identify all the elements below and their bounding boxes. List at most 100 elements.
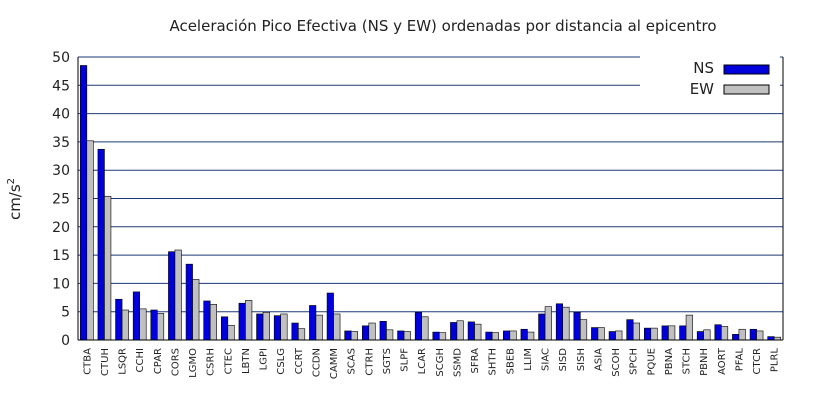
bar-ew-ccrt — [298, 328, 306, 341]
bar-ns-slpf — [397, 330, 405, 341]
bar-ew-pbnh — [703, 329, 711, 341]
x-tick-label: PBNA — [664, 348, 675, 375]
x-tick-labels: CTBA CTUH LSQR CCHI CPAR CORS LGMO CSRH CTEC LBTN… — [82, 347, 780, 379]
bar-ns-ctec — [221, 316, 229, 341]
x-tick-label: SSMD — [452, 348, 463, 377]
y-tick-label: 10 — [52, 276, 70, 292]
bar-ew-cors — [174, 249, 182, 341]
bar-ew-ctcr — [756, 330, 764, 341]
x-tick-label: CCHI — [135, 348, 146, 372]
x-tick-label: CTUH — [100, 348, 111, 376]
bar-ew-lgmo — [192, 279, 200, 341]
bar-ns-plrl — [767, 336, 775, 341]
bar-ns-camm — [326, 292, 334, 341]
bars — [80, 65, 781, 341]
legend-label-ns: NS — [693, 59, 714, 77]
x-tick-label: LGPI — [259, 348, 270, 370]
bar-ew-asia — [597, 327, 605, 341]
bar-ns-ccdn — [309, 305, 317, 341]
bar-ns-shth — [485, 331, 493, 341]
x-tick-label: LSQR — [118, 348, 129, 375]
bar-ew-siac — [544, 306, 552, 341]
x-tick-label: CCDN — [311, 348, 322, 377]
y-axis-label: cm/s2 — [6, 178, 24, 220]
x-tick-label: SBEB — [505, 348, 516, 375]
bar-ew-sish — [580, 319, 588, 341]
bar-ns-pbnh — [696, 331, 704, 341]
y-tick-label: 35 — [52, 135, 70, 151]
x-tick-label: CAMM — [329, 348, 340, 379]
y-tick-label: 30 — [52, 163, 70, 179]
x-tick-label: SHTH — [488, 348, 499, 376]
legend-swatch-ew — [723, 84, 770, 95]
bar-ew-stch — [685, 314, 693, 341]
bar-ew-scgh — [439, 332, 447, 341]
bar-ew-cpar — [157, 313, 165, 341]
x-tick-label: CSLG — [276, 348, 287, 375]
bar-ew-shth — [491, 332, 499, 341]
x-tick-label: CPAR — [153, 348, 164, 374]
bar-ew-ctec — [227, 324, 235, 341]
bar-ew-pbna — [668, 325, 676, 341]
x-tick-label: STCH — [682, 348, 693, 374]
bar-ns-sisd — [555, 303, 563, 341]
bar-ew-camm — [333, 313, 341, 341]
bar-ns-lsqr — [115, 298, 123, 341]
bar-ew-pfal — [738, 328, 746, 341]
bar-ew-sbeb — [509, 330, 517, 341]
legend-swatch-ns — [723, 64, 770, 75]
x-tick-label: CSRH — [206, 348, 217, 376]
bar-ew-sfra — [474, 323, 482, 341]
x-tick-label: SCGH — [435, 348, 446, 377]
x-tick-label: CORS — [170, 348, 181, 376]
x-tick-label: SFRA — [470, 348, 481, 374]
y-tick-labels: 0 5 10 15 20 25 30 35 40 45 50 — [52, 50, 70, 349]
x-tick-label: AORT — [717, 347, 728, 375]
bar-ns-aort — [714, 324, 722, 341]
bar-ew-lsqr — [121, 309, 129, 341]
x-tick-label: SIAC — [541, 348, 552, 371]
bar-ew-lgpi — [262, 311, 270, 341]
bar-ew-sisd — [562, 306, 570, 341]
x-tick-label: CTCR — [752, 348, 763, 374]
bar-ew-llim — [527, 331, 535, 341]
x-tick-label: PLRL — [770, 348, 781, 373]
bar-ew-sgts — [386, 329, 394, 341]
x-tick-label: SISH — [576, 348, 587, 371]
bar-ns-llim — [520, 328, 528, 341]
y-tick-label: 40 — [52, 107, 70, 123]
bar-ns-ctuh — [97, 148, 105, 341]
bar-ns-scgh — [432, 331, 440, 341]
bar-ns-pbna — [661, 325, 669, 341]
bar-ns-sbeb — [503, 330, 511, 341]
bar-ns-siac — [538, 313, 546, 341]
bar-ns-sgts — [379, 321, 387, 341]
bar-ns-asia — [591, 327, 599, 341]
bar-ns-scas — [344, 330, 352, 341]
y-tick-label: 20 — [52, 220, 70, 236]
bar-ns-sfra — [467, 321, 475, 341]
bar-ns-stch — [679, 325, 687, 341]
bar-ns-pque — [644, 327, 652, 341]
bar-ns-ctrh — [362, 325, 370, 341]
bar-ns-pfal — [732, 334, 740, 341]
bar-ew-scas — [350, 331, 358, 341]
axes — [77, 57, 784, 341]
x-tick-label: SCAS — [347, 348, 358, 375]
x-tick-label: SGTS — [382, 348, 393, 374]
bar-ew-aort — [721, 326, 729, 341]
y-tick-label: 50 — [52, 50, 70, 66]
bar-ns-cslg — [273, 315, 281, 341]
x-tick-label: PQUE — [646, 348, 657, 376]
bar-ns-lgpi — [256, 313, 264, 341]
bar-ns-ssmd — [450, 322, 458, 341]
bar-ew-csrh — [209, 304, 217, 341]
x-tick-label: SLPF — [400, 348, 411, 372]
bar-ew-lcar — [421, 316, 429, 341]
x-tick-label: SPCH — [629, 348, 640, 375]
y-tick-label: 15 — [52, 248, 70, 264]
bar-ns-ccrt — [291, 322, 299, 341]
x-tick-label: LBTN — [241, 348, 252, 374]
y-tick-label: 45 — [52, 78, 70, 94]
